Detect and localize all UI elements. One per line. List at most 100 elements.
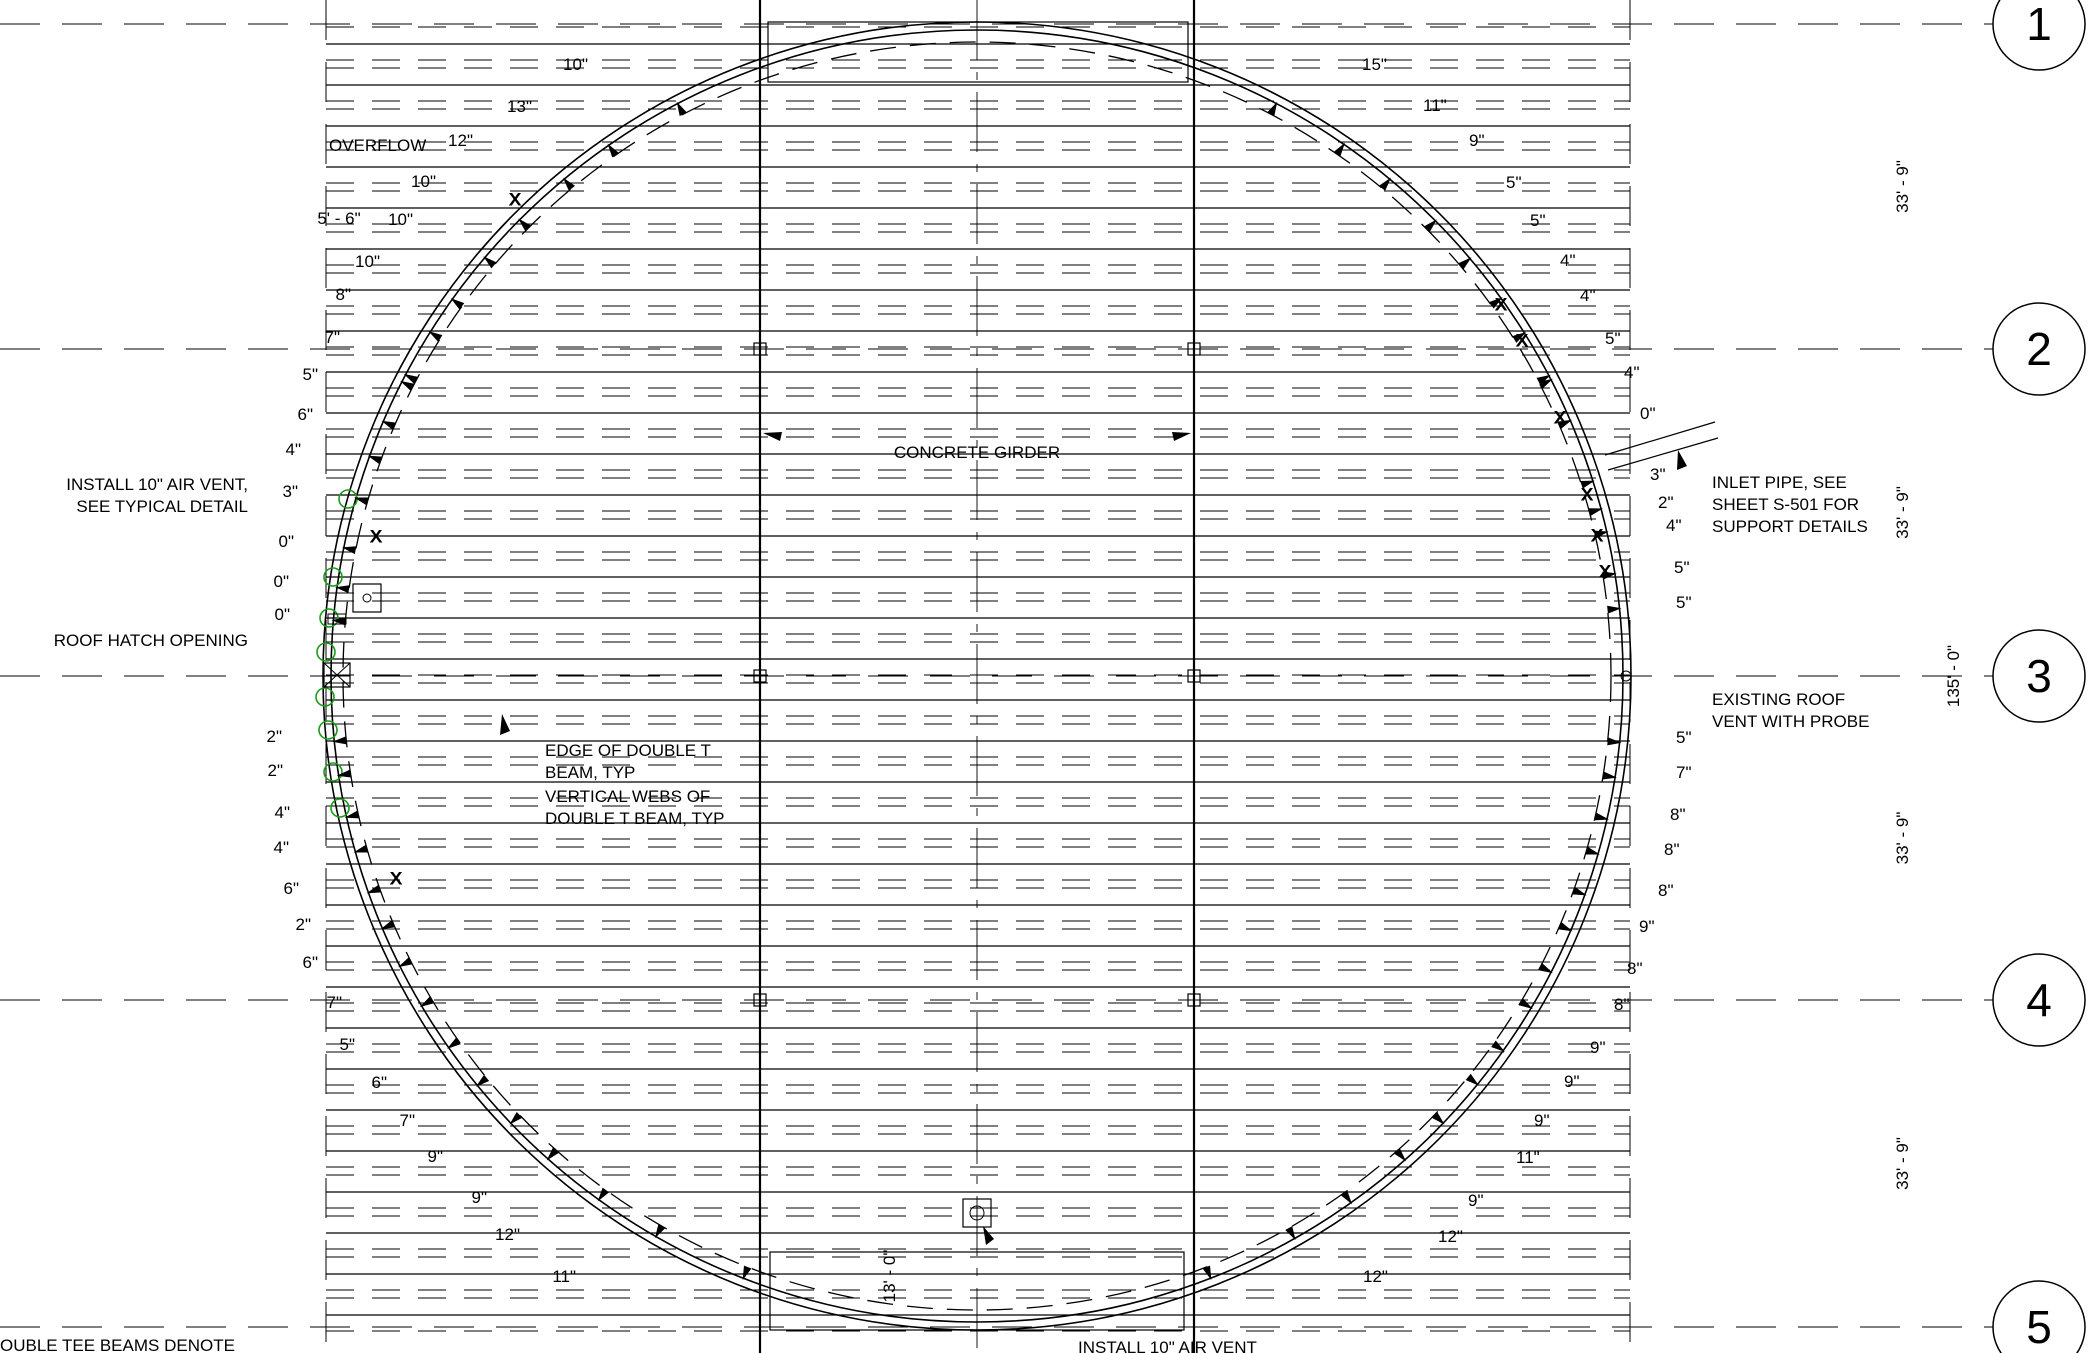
gap-label: 4" [1580,286,1596,305]
gap-label: 2" [296,915,312,934]
gap-arrowhead [518,218,531,232]
bottom-vent-leader [983,1228,1085,1340]
gap-leader-tail [298,809,384,812]
grid-bubble-label: 2 [2026,323,2052,375]
double-tee-beams-layer [326,26,1630,1332]
grid-bubble-4 [1992,953,2086,1047]
gap-arrowhead [1202,1265,1212,1281]
gap-label: 10" [355,252,380,271]
gap-arrowhead [1588,508,1603,516]
gap-label: 5" [1605,329,1621,348]
grid-bubble-label: 5 [2026,1301,2052,1353]
grid-bubble-label: 4 [2026,974,2052,1026]
gap-label: 8" [336,285,352,304]
gap-label: 12" [495,1225,520,1244]
gap-arrowhead [1594,812,1609,821]
gap-arrowhead [1538,378,1553,389]
grid-bubble-label: 1 [2026,0,2052,50]
column-square [1187,342,1201,356]
gap-arrowhead [1518,998,1533,1009]
dimension-tick [900,1200,922,1222]
overflow-x-mark: X [509,190,520,209]
gap-label: 6" [284,879,300,898]
existing-vent-leader [1632,678,1705,702]
gap-arrowhead [1285,1226,1296,1241]
gap-label: 9" [472,1188,488,1207]
gap-label: 5" [1676,728,1692,747]
edge-note: BEAM, TYP [545,763,635,782]
gap-arrowhead [1602,771,1617,780]
gap-arrowhead [742,1265,752,1281]
bay-dimension: 33' - 9" [1893,812,1912,865]
air-vent-center [362,593,372,603]
gap-leader-tail [1564,502,1650,519]
gap-label: 8" [1658,881,1674,900]
gap-label: 4" [1666,516,1682,535]
gap-arrowhead [354,497,369,506]
gap-label: 8" [1627,959,1643,978]
gap-arrowhead [1557,419,1573,430]
gap-arrowhead [483,256,497,269]
edge-arrowhead [500,714,510,735]
gap-label: 8" [1664,840,1680,859]
gap-arrowhead [331,617,346,626]
air-vent-circle [316,642,336,662]
gap-arrowhead [428,331,443,342]
column-square [753,342,767,356]
gap-arrowhead [353,844,369,853]
gap-label: 9" [428,1147,444,1166]
gap-arrowhead [1491,1040,1505,1052]
gap-leader-tail [1499,988,1606,1004]
gap-arrowhead [332,736,347,745]
gap-arrowhead [1424,219,1437,233]
roof-hatch-leader [250,641,324,668]
gap-arrowhead [509,1112,523,1125]
gap-label: 4" [1624,363,1640,382]
x-mark: X [370,527,381,546]
gap-leader-tail [326,949,434,962]
tank-roof-edge [342,41,1612,1311]
gap-arrowhead [1538,963,1553,974]
grid-bubble-1 [1992,0,2086,71]
gap-arrowhead [450,298,465,310]
webs-note: VERTICAL WEBS OF [545,787,710,806]
grid-bubble-2 [1992,302,2086,396]
gap-label: 9" [1590,1038,1606,1057]
gap-leader-tail [540,106,630,177]
gap-arrowhead [336,769,352,778]
gap-label: 9" [1639,917,1655,936]
gap-label: 0" [274,572,290,591]
gap-label: 10" [388,210,413,229]
gap-label: 7" [325,328,341,347]
gap-arrowhead [398,957,413,968]
air-vent-circle [315,687,335,707]
gap-arrowhead [1580,480,1595,489]
dimension-layer: 33' - 9" 33' - 9" 33' - 9" 33' - 9" 135' - 0… [317,160,1963,1303]
gap-arrowhead [597,1187,610,1202]
gap-arrowhead [341,546,357,555]
gap-label: 15" [1362,55,1387,74]
gap-label: 4" [274,838,290,857]
tank-outline-layer: XXXXXXXXX [315,21,1719,1331]
gap-label: 9" [1534,1111,1550,1130]
column-square [1187,669,1201,683]
gap-label: 4" [275,803,291,822]
gap-arrowhead [1572,886,1587,896]
bay-dimension: 33' - 9" [1893,1137,1912,1190]
gap-leader-tail [584,1243,757,1276]
gap-label: 6" [298,405,314,424]
gap-arrowhead [1607,605,1622,614]
gap-arrowhead [1379,177,1392,191]
inlet-pipe-line [1604,421,1716,456]
gap-label: 4" [286,440,302,459]
gap-label: 7" [327,993,343,1012]
gap-arrowhead [366,884,382,894]
bottom-offset-dimension: 13' - 0" [880,1250,899,1303]
column-square [1187,993,1201,1007]
overflow-note: OVERFLOW [329,136,426,155]
gap-arrowhead [400,380,415,391]
gap-label: 12" [1438,1227,1463,1246]
gap-label: 5" [1506,173,1522,192]
air-vent-circle [318,720,338,740]
gap-label: 3" [283,482,299,501]
